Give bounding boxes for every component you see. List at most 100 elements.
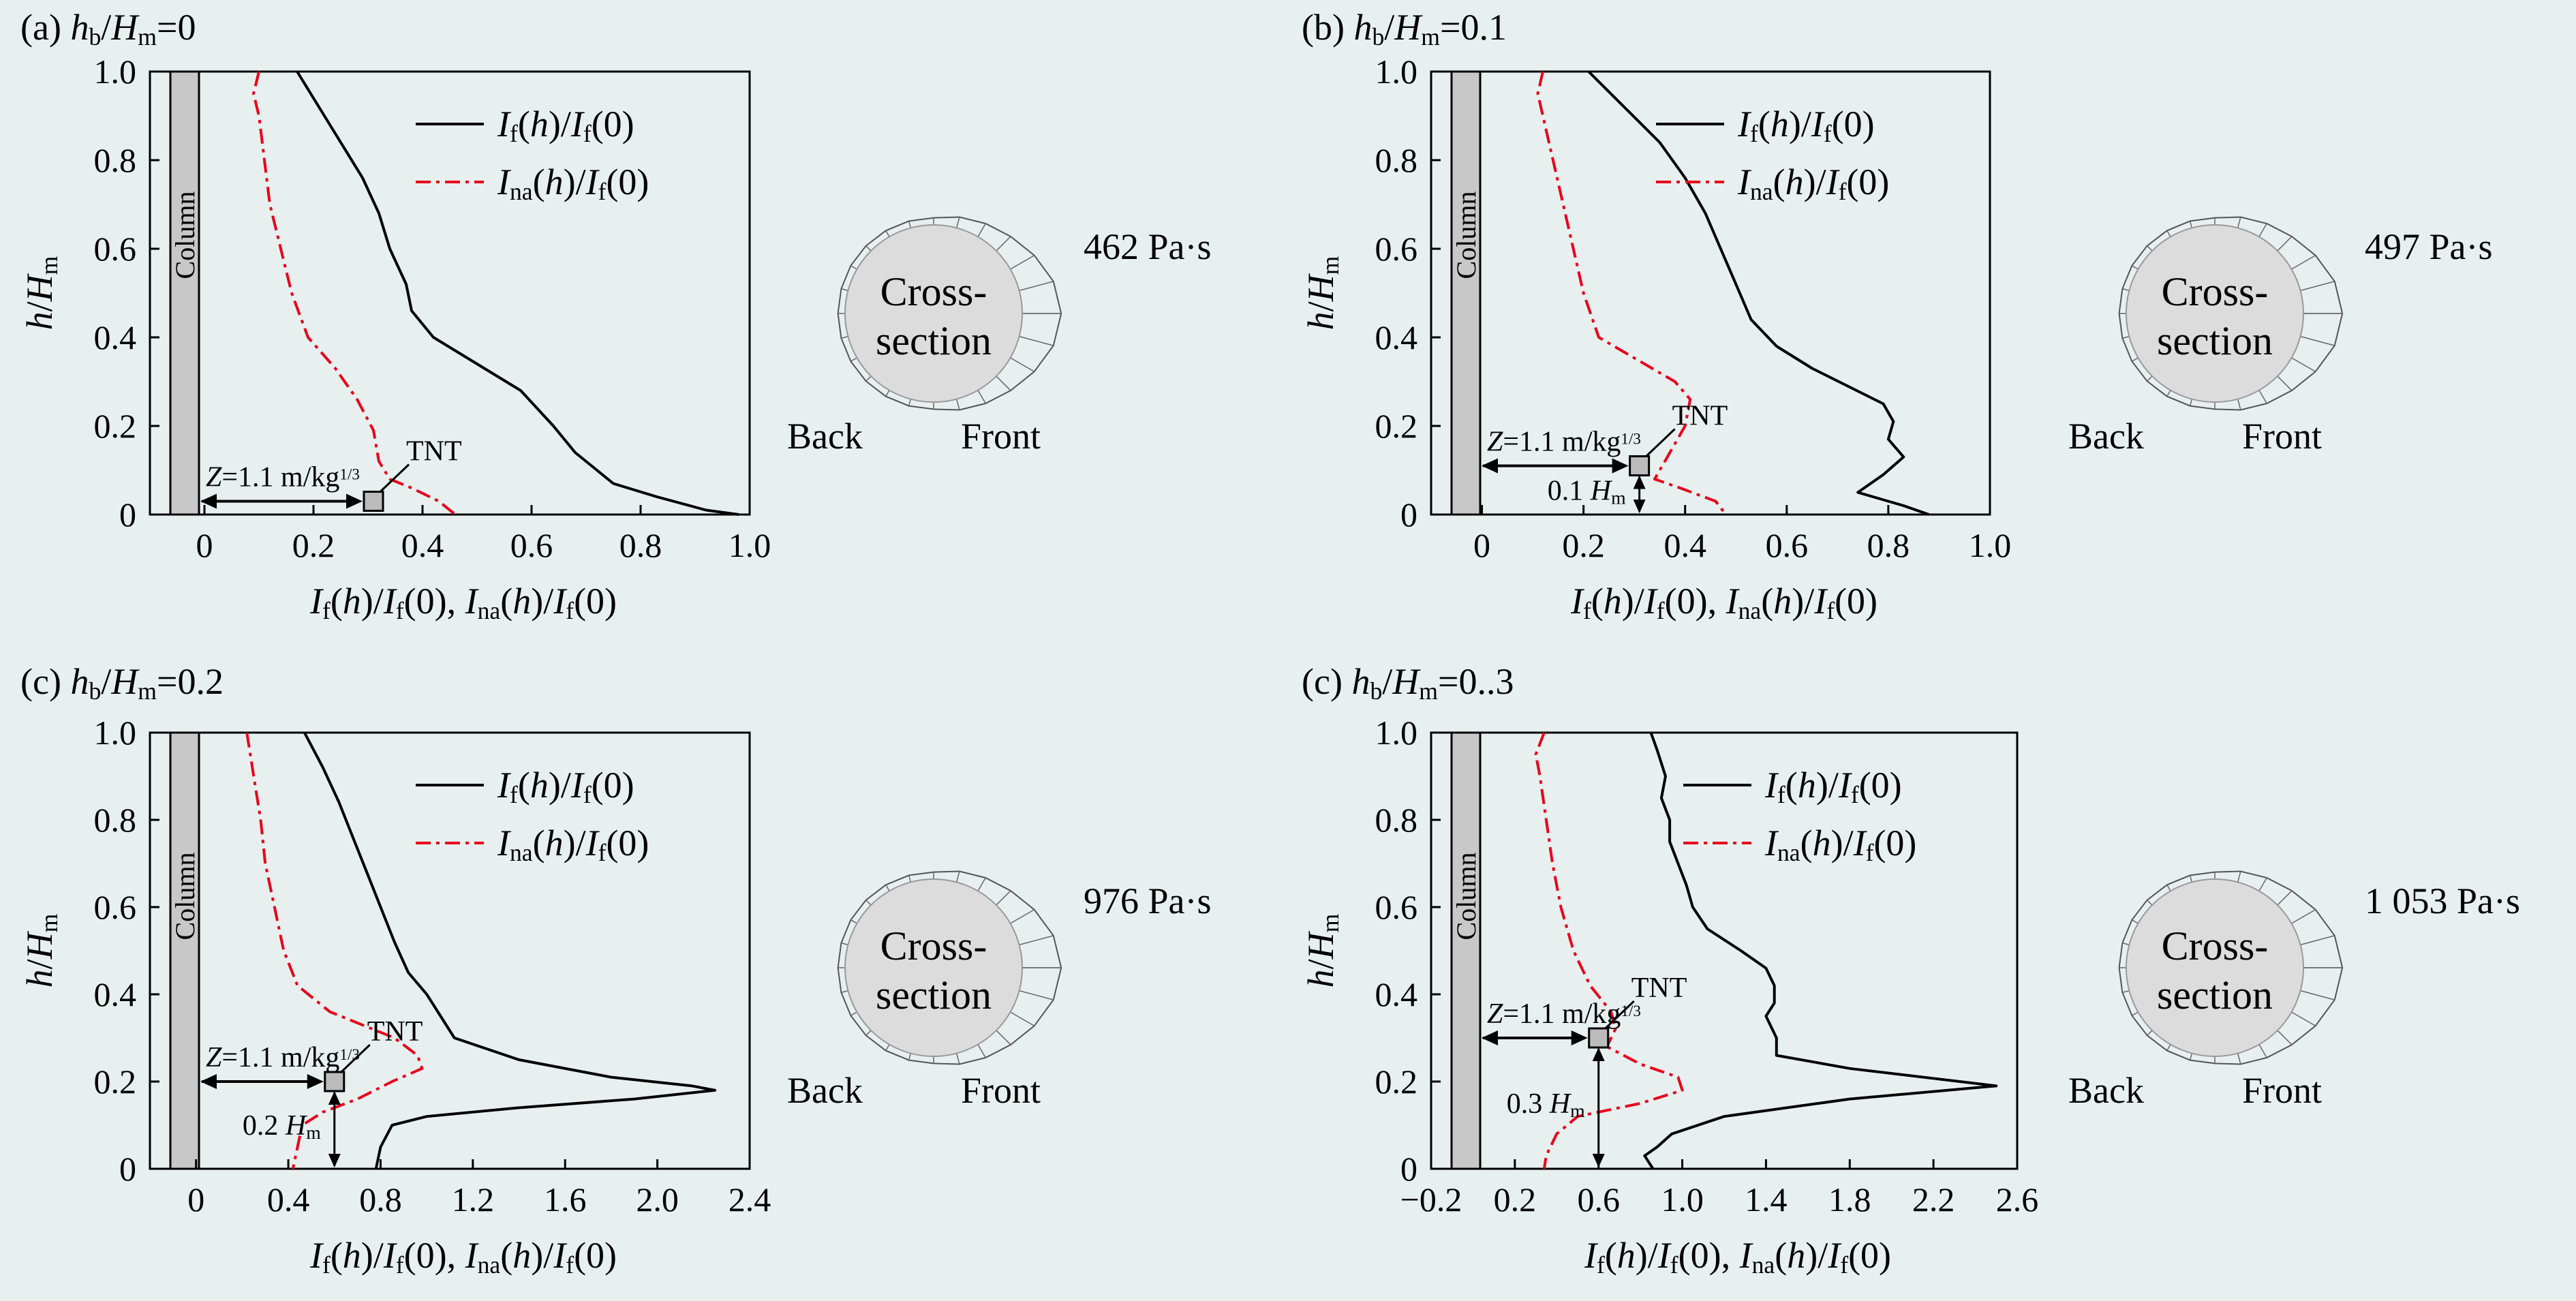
cross-section-ray (865, 245, 872, 251)
cross-section-ray (2189, 399, 2193, 406)
y-axis-label: h/Hm (1300, 256, 1344, 330)
front-label: Front (2242, 1070, 2322, 1111)
y-tick-label: 0.8 (94, 801, 137, 839)
cross-section-label-1: Cross- (880, 923, 987, 968)
x-tick-label: 1.4 (1745, 1180, 1788, 1219)
cross-section-ray (996, 376, 1011, 391)
cross-section-ray (2277, 236, 2293, 251)
cross-section-ray (2258, 390, 2267, 404)
cross-section-ray (908, 1053, 912, 1060)
legend-label-dash: Ina(h)/If(0) (1737, 162, 1889, 205)
cross-section-inset: Cross-section 497 Pa·s Back Front (2068, 216, 2493, 457)
depth-arrow-head-bottom (1592, 1154, 1605, 1167)
cross-section-ray (865, 376, 872, 382)
legend-label-solid: If(h)/If(0) (497, 765, 634, 808)
peak-impulse-label: 462 Pa·s (1084, 226, 1212, 267)
tnt-marker (324, 1071, 346, 1092)
x-tick-label: 1.6 (544, 1180, 587, 1219)
series-line-Ina (252, 71, 457, 516)
y-tick-label: 1.0 (1375, 714, 1418, 752)
cross-section-ray (1019, 990, 1054, 1000)
cross-section-ray (1010, 1011, 1035, 1026)
cross-section-ray (955, 1053, 960, 1065)
cross-section-inset: Cross-section 1 053 Pa·s Back Front (2068, 870, 2520, 1111)
z-arrow-head-left (1482, 1030, 1498, 1045)
x-axis-label: If(h)/If(0), Ina(h)/If(0) (1584, 1235, 1891, 1279)
y-tick-label: 1.0 (1375, 52, 1418, 91)
x-tick-label: 0 (1473, 526, 1490, 564)
x-tick-label: −0.2 (1400, 1180, 1462, 1219)
y-tick-label: 0.8 (94, 141, 137, 179)
x-tick-label: 0 (196, 526, 213, 564)
z-label: Z=1.1 m/kg1/3 (206, 1042, 360, 1073)
cross-section-ray (1010, 357, 1035, 372)
cross-section-ray (2291, 255, 2316, 270)
z-label: Z=1.1 m/kg1/3 (206, 462, 360, 493)
peak-impulse-label: 976 Pa·s (1084, 881, 1212, 921)
cross-section-ray (2166, 230, 2171, 237)
y-tick-label: 0.6 (94, 230, 137, 268)
cross-section-ray (2189, 875, 2193, 883)
plot-frame (149, 731, 751, 1170)
y-tick-label: 0.4 (94, 318, 137, 356)
cross-section-ray (2300, 990, 2335, 1000)
cross-section-label-2: section (876, 318, 992, 363)
x-tick-label: 2.0 (636, 1180, 679, 1219)
depth-arrow-head-top (1592, 1047, 1605, 1061)
cross-section-ray (2122, 335, 2130, 339)
cross-section-ray (2258, 223, 2267, 237)
chart-title: (b) hb/Hm=0.1 (1302, 7, 1507, 50)
z-label: Z=1.1 m/kg1/3 (1487, 427, 1641, 458)
cross-section-ray (885, 885, 890, 891)
cross-section-ray (908, 399, 912, 406)
cross-section-ray (908, 221, 912, 228)
peak-impulse-label: 1 053 Pa·s (2365, 881, 2520, 921)
depth-label: 0.2 Hm (243, 1110, 321, 1143)
x-tick-label: 2.6 (1996, 1180, 2039, 1219)
y-tick-label: 1.0 (94, 714, 137, 752)
y-tick-label: 0.4 (1375, 318, 1418, 356)
x-tick-label: 2.2 (1912, 1180, 1955, 1219)
cross-section-label-2: section (2157, 318, 2273, 363)
column-bar (1450, 731, 1482, 1170)
cross-section-ray (1019, 935, 1054, 946)
x-axis-label: If(h)/If(0), Ina(h)/If(0) (1570, 581, 1877, 624)
z-arrow-head-right (307, 1074, 324, 1089)
x-tick-label: 0.2 (1494, 1180, 1537, 1219)
cross-section-ray (977, 390, 986, 404)
cross-section-ray (2291, 1011, 2316, 1026)
cross-section-ray (2132, 357, 2138, 362)
y-tick-label: 0 (1400, 1150, 1417, 1188)
cross-section-ray (2147, 900, 2153, 906)
series-line-If (1643, 732, 1998, 1170)
x-tick-label: 0.8 (359, 1180, 402, 1219)
back-label: Back (2068, 1070, 2144, 1111)
peak-impulse-label: 497 Pa·s (2365, 226, 2493, 267)
z-label: Z=1.1 m/kg1/3 (1487, 998, 1641, 1030)
column-label: Column (1451, 192, 1482, 279)
series-line-Ina (1536, 71, 1727, 516)
back-label: Back (2068, 416, 2144, 457)
column-label: Column (1451, 853, 1482, 940)
legend-label-solid: If(h)/If(0) (1737, 104, 1875, 147)
depth-arrow-head-bottom (1633, 500, 1646, 513)
tnt-marker (1629, 455, 1651, 476)
cross-section-ray (977, 877, 986, 891)
tnt-label: TNT (406, 436, 462, 468)
cross-section-ray (841, 288, 848, 292)
column-bar (169, 731, 200, 1170)
y-axis-label: h/Hm (19, 256, 63, 330)
cross-section-ray (2132, 1011, 2138, 1016)
chart-title: (c) hb/Hm=0.2 (20, 661, 224, 705)
chart-panel-a: (a) hb/Hm=0 Column 0 0.2 0.4 0.6 0.8 1.0 0 0.2 0.4… (19, 7, 1212, 624)
cross-section-ray (2122, 990, 2130, 994)
plot-frame (1430, 70, 1991, 516)
cross-section-ray (977, 223, 986, 237)
plot-frame (1430, 731, 2019, 1170)
cross-section-circle (2126, 878, 2304, 1057)
cross-section-label-2: section (2157, 973, 2273, 1017)
y-axis-label: h/Hm (1300, 913, 1344, 988)
cross-section-ray (1010, 255, 1035, 270)
x-tick-label: 0.4 (267, 1180, 310, 1219)
